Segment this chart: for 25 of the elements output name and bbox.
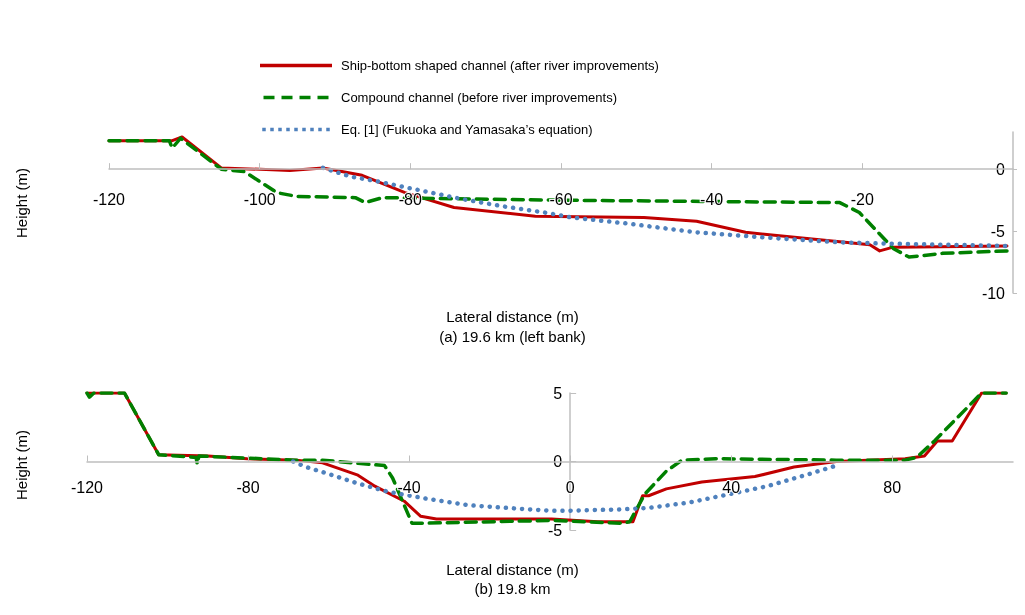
x-tick-label: 0 xyxy=(565,479,575,496)
y-tick-label: 5 xyxy=(553,384,563,402)
legend-label: Eq. [1] (Fukuoka and Yamasaka’s equation) xyxy=(341,122,593,137)
legend-label: Compound channel (before river improvements) xyxy=(341,90,618,105)
x-axis-title: Lateral distance (m) xyxy=(446,561,579,578)
x-tick-label: -40 xyxy=(397,479,421,496)
x-tick-label: -120 xyxy=(70,479,104,496)
text: (b) 19.8 km xyxy=(474,580,551,597)
text: (a) 19.6 km (left bank) xyxy=(439,328,586,345)
y-axis-title: Height (m) xyxy=(13,429,30,500)
legend-label: Ship-bottom shaped channel (after river improvements) xyxy=(341,58,659,73)
y-tick-label: -5 xyxy=(547,521,563,539)
y-tick-label: 0 xyxy=(553,453,563,470)
y-tick-label: -10 xyxy=(981,284,1006,302)
x-tick-label: -80 xyxy=(236,479,260,496)
x-tick-label: -20 xyxy=(850,190,874,208)
line-series xyxy=(320,165,1010,249)
x-tick-label: -120 xyxy=(92,190,126,208)
x-tick-label: 40 xyxy=(722,479,741,496)
x-tick-label: 80 xyxy=(883,479,902,496)
x-axis-title: Lateral distance (m) xyxy=(446,308,579,325)
x-tick-label: -100 xyxy=(243,190,276,208)
y-tick-label: -5 xyxy=(990,222,1006,240)
y-axis-title: Height (m) xyxy=(13,167,30,238)
y-tick-label: 0 xyxy=(996,160,1006,178)
